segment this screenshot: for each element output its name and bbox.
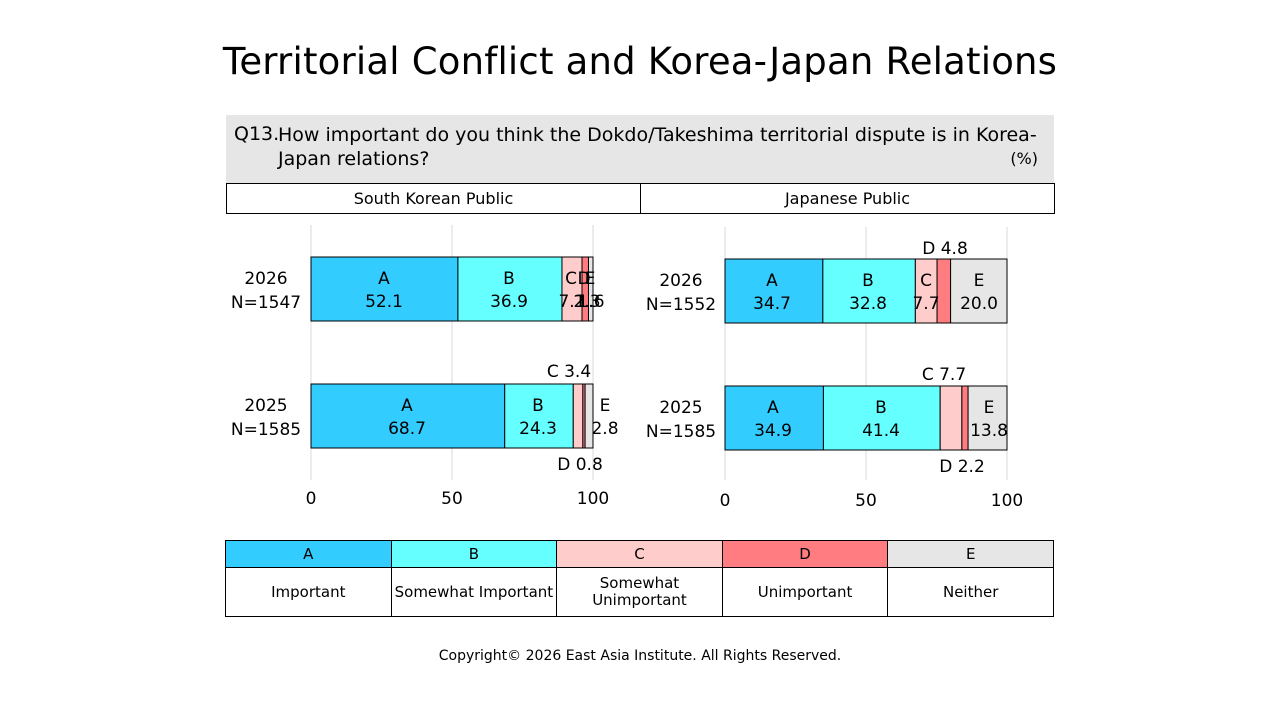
japan-2026-value-d: D 4.8 [922,239,968,259]
japan-bar-e [967,385,1008,451]
legend-label-a: Important [225,567,392,617]
korea-x-tick-label: 0 [306,489,317,509]
japan-2026-value-a: 34.7 [753,294,791,314]
japan-x-tick-label: 50 [855,491,877,511]
question-text: How important do you think the Dokdo/Tak… [278,124,1037,170]
legend-table: A B C D E Important Somewhat Important S… [225,540,1054,617]
japan-row-year-label: 2025 [659,398,702,418]
korea-2025-value-d: D 0.8 [557,455,603,475]
japan-x-tick-label: 100 [991,491,1023,511]
korea-2025-value-b: 24.3 [519,419,557,439]
page-title: Territorial Conflict and Korea-Japan Rel… [222,40,1058,83]
korea-2025-value-e: 2.8 [591,419,618,439]
japan-2026-value-b: 32.8 [849,294,887,314]
korea-row-n-label: N=1547 [231,293,301,313]
legend-key-e: E [887,540,1054,568]
japan-2026-label-e: E [974,271,985,291]
korea-row-year-label: 2025 [244,396,287,416]
japan-bar-c [939,385,963,451]
japan-bar-a [724,258,824,324]
japan-2025-label-e: E [984,398,995,418]
japan-bar-a [724,385,824,451]
korea-x-tick-label: 50 [441,489,463,509]
korea-2026-value-a: 52.1 [365,292,403,312]
korea-2026-label-a: A [378,269,390,289]
japan-x-tick-label: 0 [720,491,731,511]
japan-row-n-label: N=1585 [646,422,716,442]
japan-2026-label-c: C [920,271,932,291]
legend-key-b: B [390,540,558,568]
korea-row-year-label: 2026 [244,269,287,289]
panel-header-korea: South Korean Public [227,184,641,213]
korea-2026-label-d: D [577,269,590,289]
korea-bar-b [457,256,563,322]
japan-2026-value-c: 7.7 [912,294,939,314]
japan-2025-value-b: 41.4 [862,421,900,441]
korea-bar-c [572,383,584,449]
panel-header: South Korean Public Japanese Public [226,183,1055,214]
japan-bar-b [822,258,916,324]
korea-2026-value-e: 1.6 [577,292,604,312]
korea-row-n-label: N=1585 [231,420,301,440]
korea-2026-label-e: E [585,269,596,289]
legend-key-a: A [225,540,392,568]
korea-x-tick-label: 100 [577,489,609,509]
korea-bar-a [310,256,459,322]
japan-2025-value-d: D 2.2 [939,457,985,477]
korea-bar-e [584,383,594,449]
korea-2026-label-b: B [503,269,515,289]
copyright-text: Copyright© 2026 East Asia Institute. All… [438,648,842,664]
korea-2025-value-a: 68.7 [388,419,426,439]
japan-bar-e [950,258,1008,324]
japan-2025-value-c: C 7.7 [922,365,966,385]
korea-bar-a [310,383,506,449]
japan-bar-b [822,385,941,451]
japan-row-n-label: N=1552 [646,295,716,315]
korea-bar-e [587,256,594,322]
question-number: Q13. [234,123,280,145]
korea-2025-label-e: E [600,396,611,416]
legend-label-c: Somewhat Unimportant [556,567,723,617]
japan-2026-label-a: A [766,271,778,291]
japan-2025-value-a: 34.9 [754,421,792,441]
japan-2025-label-b: B [875,398,887,418]
korea-2025-value-c: C 3.4 [547,362,591,382]
japan-2026-value-e: 20.0 [960,294,998,314]
korea-2026-value-c: 7.1 [558,292,585,312]
panel-header-japan: Japanese Public [784,189,911,208]
question-box: Q13. How important do you think the Dokd… [226,115,1054,183]
korea-2026-value-b: 36.9 [490,292,528,312]
korea-2026-value-d: 2.3 [573,292,600,312]
legend-label-e: Neither [887,567,1054,617]
japan-row-year-label: 2026 [659,271,702,291]
japan-2026-label-b: B [862,271,874,291]
japan-bar-d [961,385,969,451]
japan-2025-value-e: 13.8 [970,421,1008,441]
korea-2025-label-b: B [532,396,544,416]
korea-2026-label-c: C [565,269,577,289]
unit-label: (%) [1010,149,1038,168]
stacked-bar-charts: 0 50 100 2026 N=1547 2025 N=1585 0 50 100 2026 N=15… [231,225,1023,511]
legend-label-b: Somewhat Important [390,567,558,617]
korea-bar-b [504,383,574,449]
korea-2025-label-a: A [401,396,413,416]
legend-label-d: Unimportant [721,567,889,617]
legend-key-c: C [556,540,723,568]
japan-2025-label-a: A [767,398,779,418]
legend-key-d: D [721,540,889,568]
